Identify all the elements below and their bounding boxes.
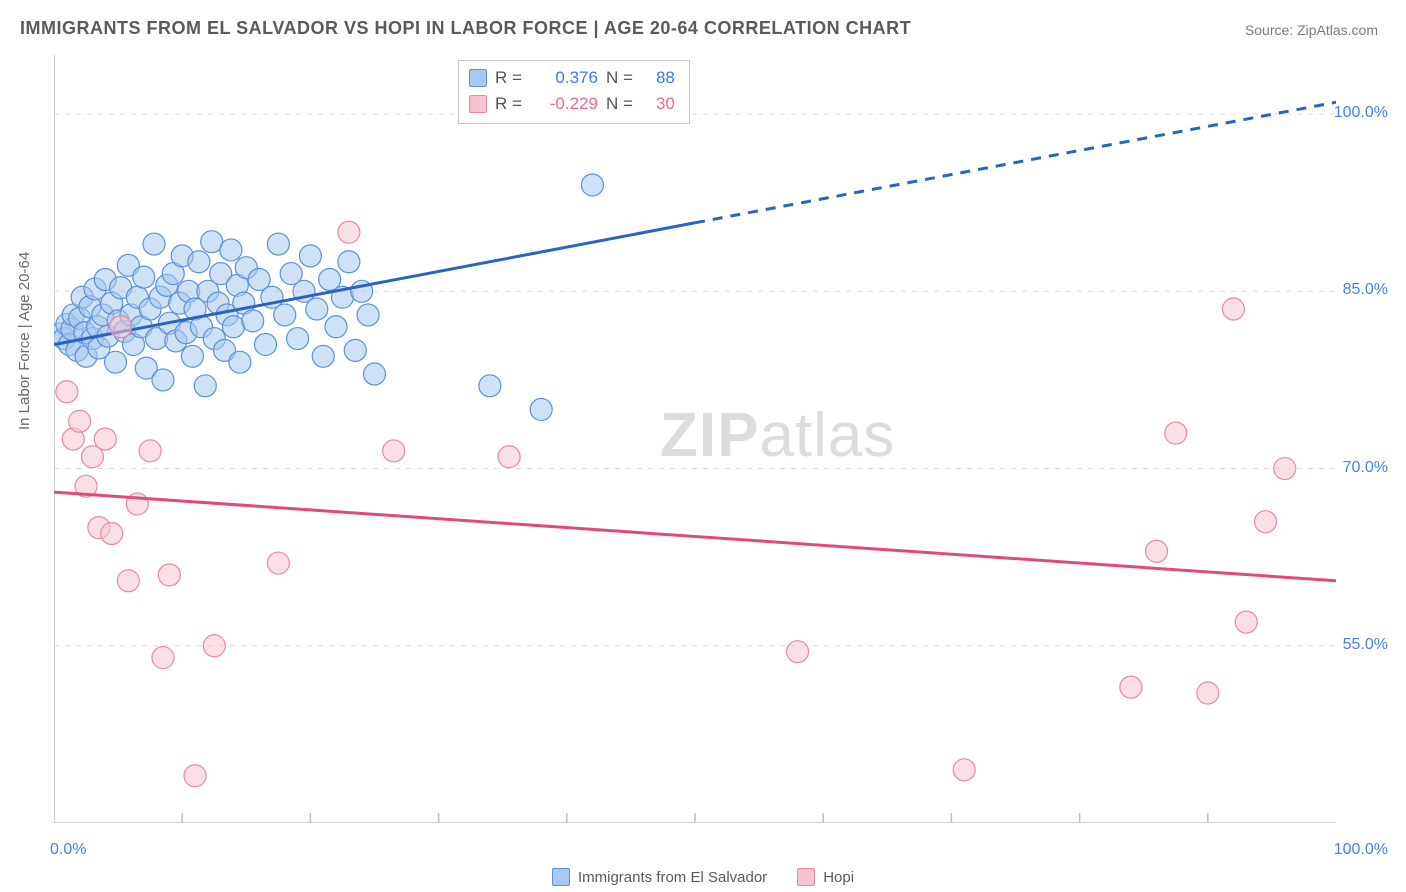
y-tick-label: 100.0% <box>1334 104 1388 122</box>
legend-item: Immigrants from El Salvador <box>552 868 767 886</box>
r-value: -0.229 <box>530 94 598 114</box>
source-attribution: Source: ZipAtlas.com <box>1245 22 1378 38</box>
series-swatch <box>469 95 487 113</box>
correlation-legend: R = 0.376 N = 88 R = -0.229 N = 30 <box>458 60 690 124</box>
r-value: 0.376 <box>530 68 598 88</box>
series-legend: Immigrants from El Salvador Hopi <box>0 868 1406 886</box>
x-tick-label: 100.0% <box>1334 841 1388 859</box>
n-label: N = <box>606 94 633 114</box>
x-tick-label: 0.0% <box>50 841 86 859</box>
n-value: 88 <box>641 68 675 88</box>
y-axis-label: In Labor Force | Age 20-64 <box>16 252 33 430</box>
series-swatch <box>552 868 570 886</box>
y-tick-label: 55.0% <box>1343 636 1388 654</box>
n-value: 30 <box>641 94 675 114</box>
y-tick-label: 85.0% <box>1343 281 1388 299</box>
legend-item: Hopi <box>797 868 854 886</box>
r-label: R = <box>495 68 522 88</box>
correlation-row: R = 0.376 N = 88 <box>469 65 675 91</box>
plot-area <box>54 55 1336 823</box>
chart-container: IMMIGRANTS FROM EL SALVADOR VS HOPI IN L… <box>0 0 1406 892</box>
series-swatch <box>797 868 815 886</box>
chart-title: IMMIGRANTS FROM EL SALVADOR VS HOPI IN L… <box>20 18 911 39</box>
scatter-svg <box>54 55 1336 823</box>
correlation-row: R = -0.229 N = 30 <box>469 91 675 117</box>
r-label: R = <box>495 94 522 114</box>
n-label: N = <box>606 68 633 88</box>
legend-label: Immigrants from El Salvador <box>578 869 767 886</box>
series-swatch <box>469 69 487 87</box>
y-tick-label: 70.0% <box>1343 459 1388 477</box>
legend-label: Hopi <box>823 869 854 886</box>
